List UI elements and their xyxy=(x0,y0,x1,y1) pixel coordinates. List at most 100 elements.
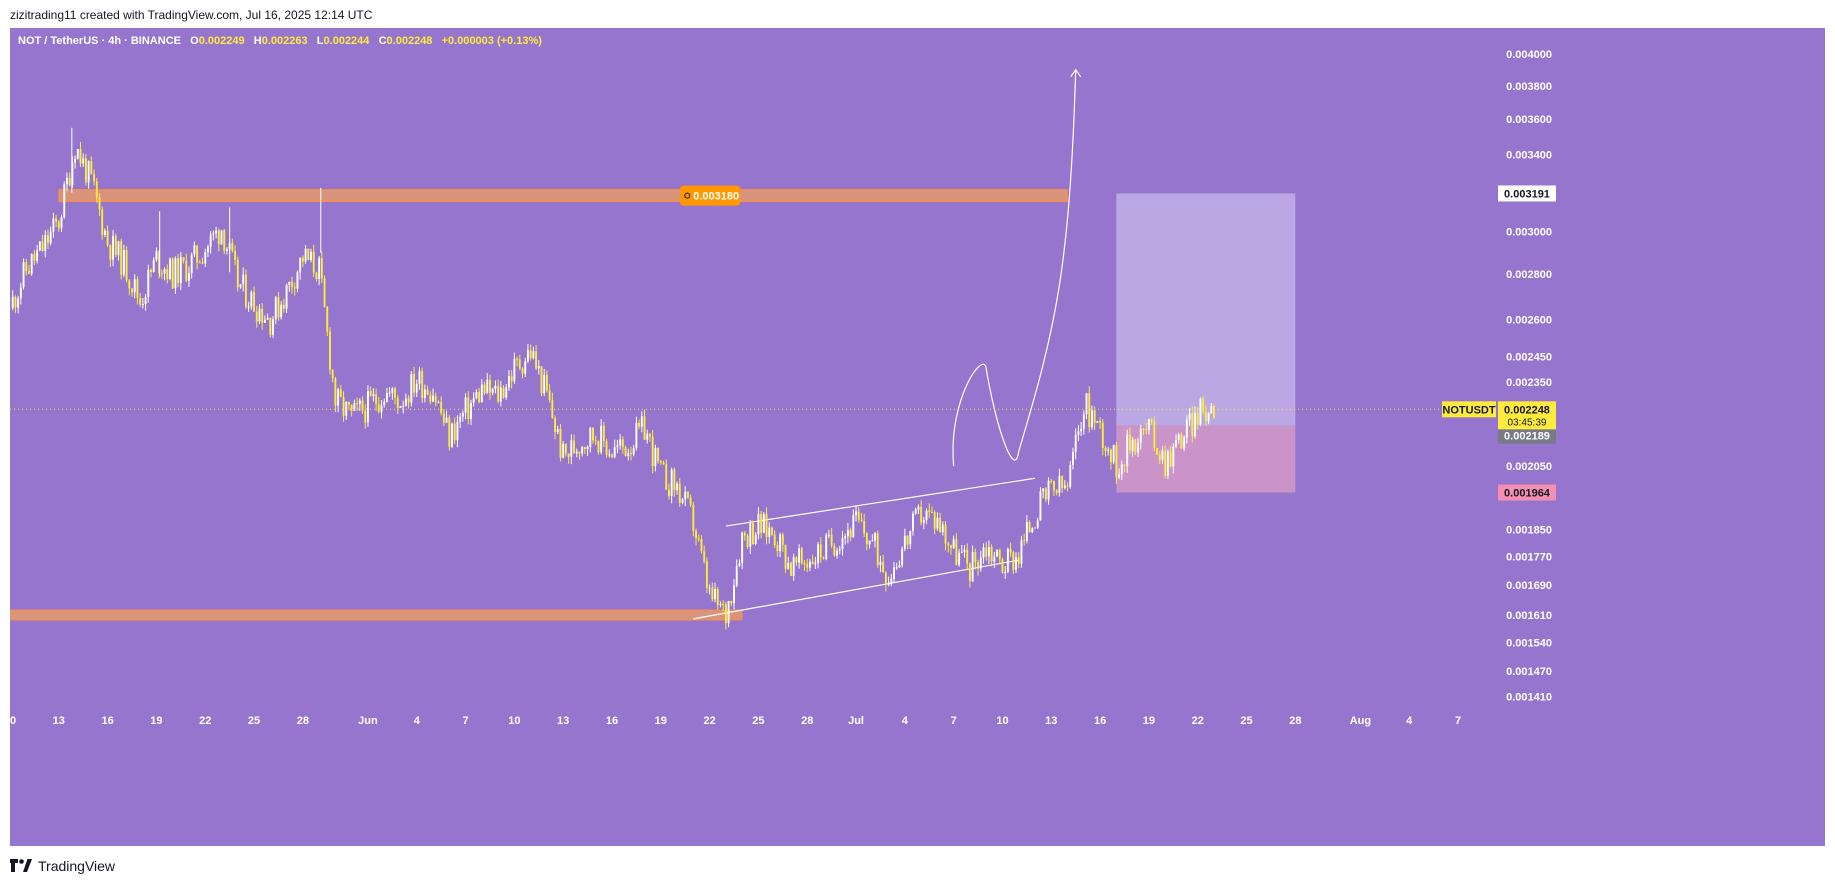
candle[interactable] xyxy=(562,443,565,458)
candle[interactable] xyxy=(635,422,638,449)
candle[interactable] xyxy=(857,511,860,520)
candle[interactable] xyxy=(722,604,725,606)
candle[interactable] xyxy=(429,394,432,402)
candle[interactable] xyxy=(559,429,562,458)
candle[interactable] xyxy=(510,376,513,382)
candle[interactable] xyxy=(1164,450,1167,476)
candle[interactable] xyxy=(448,417,451,447)
candle[interactable] xyxy=(1053,480,1055,491)
candle[interactable] xyxy=(849,529,852,538)
candle[interactable] xyxy=(966,549,969,564)
candle[interactable] xyxy=(472,398,475,403)
candle[interactable] xyxy=(377,403,380,412)
candle[interactable] xyxy=(90,161,93,174)
candle[interactable] xyxy=(811,561,814,565)
candle[interactable] xyxy=(282,304,285,309)
candle[interactable] xyxy=(239,284,242,288)
candle[interactable] xyxy=(730,601,733,604)
candle[interactable] xyxy=(1058,475,1061,493)
candle[interactable] xyxy=(334,378,337,406)
candle[interactable] xyxy=(144,296,147,305)
candle[interactable] xyxy=(648,433,651,437)
candle[interactable] xyxy=(578,451,581,454)
candle[interactable] xyxy=(545,374,548,391)
candle[interactable] xyxy=(703,551,706,562)
candle[interactable] xyxy=(451,423,453,447)
candle[interactable] xyxy=(25,262,28,272)
candle[interactable] xyxy=(814,562,817,565)
candle[interactable] xyxy=(1204,411,1207,422)
candle[interactable] xyxy=(1031,528,1034,533)
candle[interactable] xyxy=(936,517,939,529)
candle[interactable] xyxy=(258,308,261,322)
candle[interactable] xyxy=(442,413,445,423)
candle[interactable] xyxy=(71,162,74,186)
resistance-zone[interactable] xyxy=(58,189,1069,203)
candle[interactable] xyxy=(1188,413,1191,420)
candle[interactable] xyxy=(478,391,481,402)
candle[interactable] xyxy=(388,392,391,394)
candle[interactable] xyxy=(594,440,597,442)
candle[interactable] xyxy=(404,398,407,406)
candle[interactable] xyxy=(293,287,296,289)
candle[interactable] xyxy=(109,245,112,260)
candle[interactable] xyxy=(494,385,497,389)
candle[interactable] xyxy=(1128,434,1131,451)
candle[interactable] xyxy=(795,557,798,563)
candle[interactable] xyxy=(1104,447,1107,451)
candle[interactable] xyxy=(1034,527,1036,529)
candle[interactable] xyxy=(467,397,470,419)
candle[interactable] xyxy=(272,319,274,335)
candle[interactable] xyxy=(686,491,689,498)
candle[interactable] xyxy=(1044,488,1047,500)
candle[interactable] xyxy=(711,587,714,600)
candle[interactable] xyxy=(1085,393,1088,415)
candle[interactable] xyxy=(169,258,171,279)
candle[interactable] xyxy=(288,281,291,286)
candle[interactable] xyxy=(74,158,77,163)
candle[interactable] xyxy=(440,402,443,414)
candle[interactable] xyxy=(1213,406,1215,419)
candle[interactable] xyxy=(364,410,367,423)
candle[interactable] xyxy=(220,230,223,245)
candle[interactable] xyxy=(955,539,958,565)
candle[interactable] xyxy=(1150,419,1153,422)
candle[interactable] xyxy=(556,429,559,433)
candle[interactable] xyxy=(540,366,543,394)
candle[interactable] xyxy=(746,535,749,547)
candle[interactable] xyxy=(93,173,96,182)
candle[interactable] xyxy=(917,506,920,510)
candle[interactable] xyxy=(846,529,849,537)
candle[interactable] xyxy=(320,258,323,279)
candle[interactable] xyxy=(1142,428,1145,430)
candle[interactable] xyxy=(1077,431,1080,435)
support-zone[interactable] xyxy=(10,609,743,621)
candle[interactable] xyxy=(982,547,985,558)
candle[interactable] xyxy=(754,534,757,545)
candle[interactable] xyxy=(827,534,830,536)
candle[interactable] xyxy=(583,446,586,450)
candle[interactable] xyxy=(787,562,790,569)
candle[interactable] xyxy=(426,389,429,395)
candle[interactable] xyxy=(76,149,79,159)
candle[interactable] xyxy=(1006,548,1009,572)
candle[interactable] xyxy=(82,158,85,164)
candle[interactable] xyxy=(60,217,63,229)
candle[interactable] xyxy=(326,306,329,332)
candle[interactable] xyxy=(757,514,760,535)
candle[interactable] xyxy=(971,552,974,582)
candle[interactable] xyxy=(1072,452,1074,466)
candle[interactable] xyxy=(204,252,207,264)
candle[interactable] xyxy=(939,517,942,533)
candle[interactable] xyxy=(453,423,456,441)
candle[interactable] xyxy=(524,361,527,374)
candle[interactable] xyxy=(952,539,955,549)
candle[interactable] xyxy=(608,454,611,456)
candle[interactable] xyxy=(461,412,464,417)
candle[interactable] xyxy=(1207,413,1210,422)
candle[interactable] xyxy=(120,241,123,275)
candle[interactable] xyxy=(1101,422,1104,448)
candle[interactable] xyxy=(855,511,857,515)
candle[interactable] xyxy=(602,425,605,442)
candle[interactable] xyxy=(33,253,36,261)
